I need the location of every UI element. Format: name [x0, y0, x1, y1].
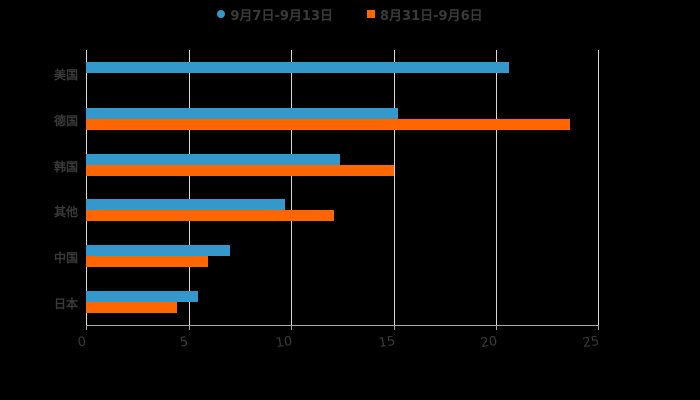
legend-label: 8月31日-9月6日 [380, 8, 483, 24]
legend-item-series-1[interactable]: 9月7日-9月13日 [217, 4, 333, 24]
bar-korea-week2[interactable] [86, 154, 340, 165]
bar-china-week2[interactable] [86, 245, 230, 256]
x-tick-label: 5 [178, 334, 190, 351]
chart-legend: 9月7日-9月13日 8月31日-9月6日 [0, 4, 700, 24]
gridline [188, 50, 190, 325]
bar-korea-week1[interactable] [86, 165, 394, 176]
gridline [86, 50, 87, 325]
x-tick-label: 15 [377, 333, 397, 352]
x-tick-label: 20 [479, 333, 499, 352]
y-category-label: 德国 [53, 114, 78, 128]
x-axis-line [86, 325, 599, 326]
plot-area [86, 50, 599, 330]
legend-label: 9月7日-9月13日 [230, 8, 333, 24]
bar-china-week1[interactable] [86, 256, 208, 267]
x-tick-label: 0 [76, 334, 88, 351]
y-category-label: 日本 [53, 297, 78, 311]
x-tick [86, 325, 87, 330]
bar-germany-week1[interactable] [86, 119, 570, 130]
x-tick [291, 325, 293, 330]
gridline [496, 50, 498, 325]
x-tick-label: 10 [274, 333, 294, 352]
bar-japan-week1[interactable] [86, 302, 177, 313]
bar-germany-week2[interactable] [86, 108, 398, 119]
gridline [598, 50, 599, 325]
x-tick-label: 25 [581, 333, 601, 352]
legend-marker-blue-icon [217, 10, 226, 18]
legend-item-series-2[interactable]: 8月31日-9月6日 [367, 4, 483, 24]
y-category-label: 其他 [53, 205, 78, 219]
bar-usa-week2[interactable] [86, 62, 509, 73]
y-category-label: 中国 [53, 251, 78, 265]
gridline [291, 50, 293, 325]
bar-japan-week2[interactable] [86, 291, 198, 302]
bar-other-week2[interactable] [86, 199, 285, 210]
x-tick [598, 325, 599, 330]
x-tick [393, 325, 395, 330]
y-category-label: 美国 [53, 68, 78, 82]
gridline [393, 50, 395, 325]
legend-marker-orange-icon [367, 10, 375, 18]
x-tick [188, 325, 190, 330]
bar-other-week1[interactable] [86, 210, 334, 221]
x-tick [496, 325, 498, 330]
y-category-label: 韩国 [53, 160, 78, 174]
